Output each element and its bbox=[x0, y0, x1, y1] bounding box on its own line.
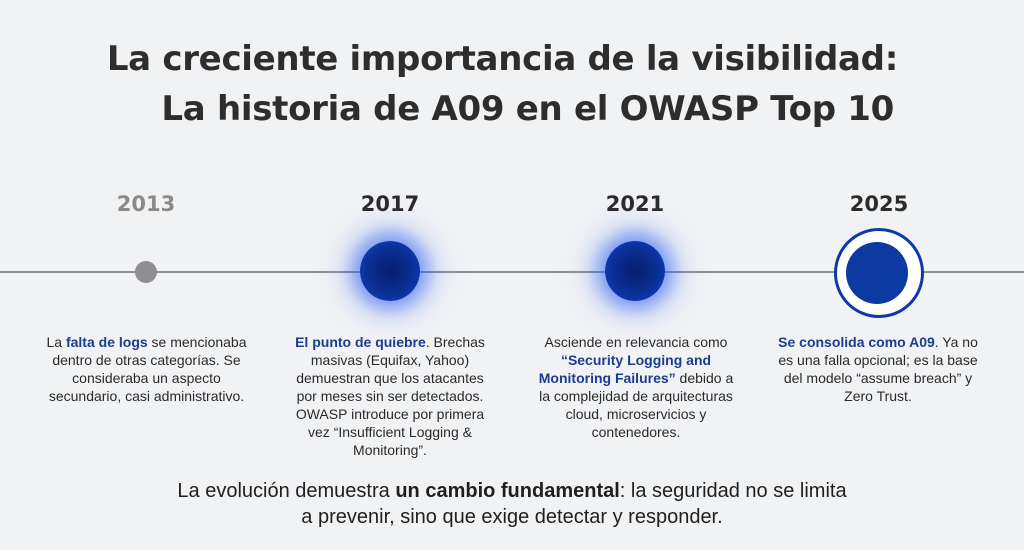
desc-2013-post: se mencionaba dentro de otras categorías… bbox=[48, 334, 247, 404]
timeline-axis bbox=[0, 271, 1024, 273]
conclusion-bold: un cambio fundamental bbox=[395, 480, 620, 502]
conclusion: La evolución demuestra un cambio fundame… bbox=[0, 478, 1024, 530]
conclusion-pre: La evolución demuestra bbox=[177, 480, 396, 502]
desc-2025-post: . Ya no es una falla opcional; es la bas… bbox=[778, 334, 978, 404]
marker-2025 bbox=[846, 242, 908, 304]
desc-2013-highlight: falta de logs bbox=[65, 334, 148, 350]
desc-2021-highlight: “Security Logging and Monitoring Failure… bbox=[538, 352, 712, 386]
marker-2021 bbox=[605, 241, 665, 301]
desc-2017: El punto de quiebre. Brechas masivas (Eq… bbox=[290, 333, 490, 459]
conclusion-line-2: a prevenir, sino que exige detectar y re… bbox=[301, 506, 723, 528]
desc-2017-highlight: El punto de quiebre bbox=[295, 334, 426, 350]
desc-2021: Asciende en relevancia como “Security Lo… bbox=[536, 333, 736, 441]
marker-2013 bbox=[135, 261, 157, 283]
desc-2025: Se consolida como A09. Ya no es una fall… bbox=[778, 333, 978, 405]
year-2013: 2013 bbox=[116, 192, 176, 216]
year-2017: 2017 bbox=[360, 192, 420, 216]
title-line-1: La creciente importancia de la visibilid… bbox=[106, 39, 898, 79]
year-2025: 2025 bbox=[849, 192, 909, 216]
year-2021: 2021 bbox=[605, 192, 665, 216]
desc-2025-highlight: Se consolida como A09 bbox=[778, 334, 935, 350]
desc-2021-pre: Asciende en relevancia como bbox=[544, 334, 728, 350]
desc-2013-pre: La bbox=[46, 334, 66, 350]
desc-2013: La falta de logs se mencionaba dentro de… bbox=[44, 333, 249, 405]
page-title: La creciente importancia de la visibilid… bbox=[0, 34, 960, 134]
conclusion-post: : la seguridad no se limita bbox=[619, 480, 847, 502]
desc-2017-post: . Brechas masivas (Equifax, Yahoo) demue… bbox=[295, 334, 485, 458]
marker-2017 bbox=[360, 241, 420, 301]
title-line-2: La historia de A09 en el OWASP Top 10 bbox=[161, 89, 894, 129]
desc-2021-post: debido a la complejidad de arquitecturas… bbox=[539, 370, 734, 440]
